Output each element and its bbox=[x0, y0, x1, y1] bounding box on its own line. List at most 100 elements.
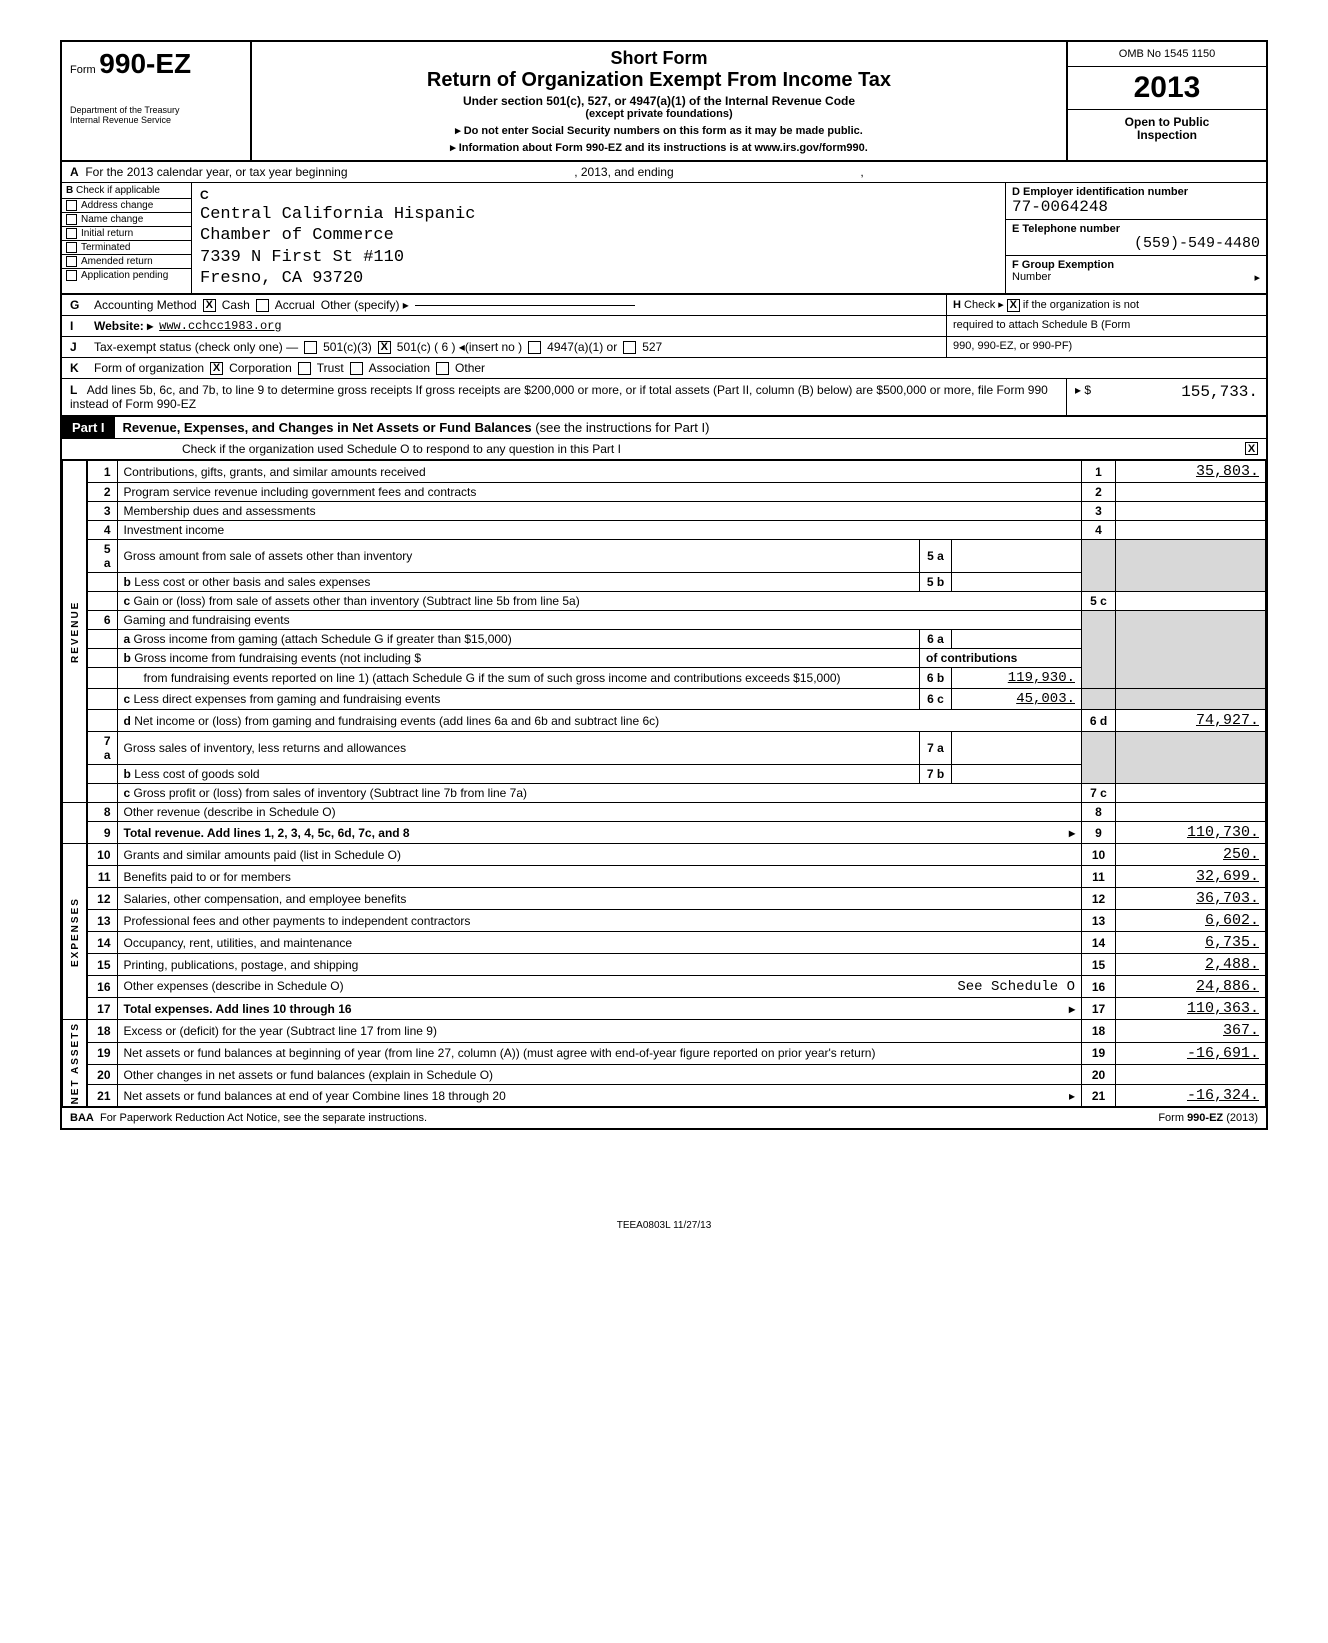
row-i: I Website: ▸ www.cchcc1983.org required … bbox=[62, 316, 1266, 337]
k-o4: Other bbox=[455, 361, 485, 375]
g-other-line[interactable] bbox=[415, 305, 635, 306]
line-a-text1: For the 2013 calendar year, or tax year … bbox=[85, 165, 347, 179]
title-return: Return of Organization Exempt From Incom… bbox=[262, 69, 1056, 92]
table-row: 6 Gaming and fundraising events bbox=[63, 611, 1266, 630]
subtitle-except: (except private foundations) bbox=[262, 108, 1056, 120]
chk-schedule-o[interactable]: X bbox=[1245, 442, 1258, 455]
chk-application-pending[interactable]: Application pending bbox=[62, 269, 191, 282]
line-ref: 20 bbox=[1082, 1065, 1116, 1085]
sub-letter: b bbox=[124, 767, 131, 781]
table-row: 16 Other expenses (describe in Schedule … bbox=[63, 976, 1266, 998]
chk-name-change[interactable]: Name change bbox=[62, 213, 191, 227]
line-num: 1 bbox=[87, 461, 117, 483]
i-label: Website: ▸ bbox=[94, 319, 153, 333]
contrib-tail: of contributions bbox=[920, 649, 1082, 668]
col-def: D Employer identification number 77-0064… bbox=[1006, 183, 1266, 293]
j-o2: 501(c) ( 6 ) ◂(insert no ) bbox=[397, 340, 522, 354]
i-website: www.cchcc1983.org bbox=[159, 319, 281, 333]
line-num: 15 bbox=[87, 954, 117, 976]
inner-num: 5 b bbox=[920, 573, 952, 592]
line-num bbox=[87, 573, 117, 592]
sub-letter: b bbox=[124, 651, 131, 665]
inner-val bbox=[952, 732, 1082, 765]
checkbox-icon[interactable] bbox=[66, 270, 77, 281]
row-h-cont1: required to attach Schedule B (Form bbox=[946, 316, 1266, 336]
checkbox-icon[interactable] bbox=[66, 228, 77, 239]
sub-letter: c bbox=[124, 786, 131, 800]
col-b-header: B Check if applicable bbox=[62, 183, 191, 199]
line-amount: -16,691. bbox=[1116, 1042, 1266, 1065]
g-cash: Cash bbox=[222, 298, 250, 312]
form-prefix: Form bbox=[70, 64, 96, 76]
checkbox-icon[interactable] bbox=[66, 256, 77, 267]
chk-accrual[interactable] bbox=[256, 299, 269, 312]
line-amount bbox=[1116, 521, 1266, 540]
line-num: 4 bbox=[87, 521, 117, 540]
line-ref: 15 bbox=[1082, 954, 1116, 976]
table-row: 7 a Gross sales of inventory, less retur… bbox=[63, 732, 1266, 765]
line-amount: 250. bbox=[1116, 844, 1266, 866]
chk-label: Initial return bbox=[81, 228, 133, 239]
chk-trust[interactable] bbox=[298, 362, 311, 375]
checkbox-icon[interactable] bbox=[66, 242, 77, 253]
g-accrual: Accrual bbox=[275, 298, 315, 312]
chk-initial-return[interactable]: Initial return bbox=[62, 227, 191, 241]
table-row: 11 Benefits paid to or for members 11 32… bbox=[63, 866, 1266, 888]
sub-desc: Gross profit or (loss) from sales of inv… bbox=[134, 786, 527, 800]
line-num bbox=[87, 710, 117, 732]
chk-501c[interactable]: X bbox=[378, 341, 391, 354]
line-amount bbox=[1116, 592, 1266, 611]
chk-h[interactable]: X bbox=[1007, 299, 1020, 312]
j-o3: 4947(a)(1) or bbox=[547, 340, 617, 354]
chk-501c3[interactable] bbox=[304, 341, 317, 354]
inner-val bbox=[952, 630, 1082, 649]
line-desc: c Gain or (loss) from sale of assets oth… bbox=[117, 592, 1082, 611]
chk-cash[interactable]: X bbox=[203, 299, 216, 312]
checkbox-icon[interactable] bbox=[66, 214, 77, 225]
line-ref: 21 bbox=[1082, 1084, 1116, 1107]
tax-year: 2013 bbox=[1068, 67, 1266, 110]
chk-terminated[interactable]: Terminated bbox=[62, 241, 191, 255]
line-ref: 10 bbox=[1082, 844, 1116, 866]
inner-num: 6 a bbox=[920, 630, 952, 649]
chk-amended-return[interactable]: Amended return bbox=[62, 255, 191, 269]
l-letter: L bbox=[70, 383, 77, 397]
chk-other[interactable] bbox=[436, 362, 449, 375]
line-desc: Printing, publications, postage, and shi… bbox=[117, 954, 1082, 976]
chk-4947[interactable] bbox=[528, 341, 541, 354]
checkbox-icon[interactable] bbox=[66, 200, 77, 211]
table-row: 4 Investment income 4 bbox=[63, 521, 1266, 540]
line-desc: d Net income or (loss) from gaming and f… bbox=[117, 710, 1082, 732]
shade-cell bbox=[1116, 540, 1266, 592]
line-num: 20 bbox=[87, 1065, 117, 1085]
header-row: Form 990-EZ Department of the Treasury I… bbox=[62, 42, 1266, 162]
j-o4: 527 bbox=[642, 340, 662, 354]
line-desc: Net assets or fund balances at end of ye… bbox=[117, 1084, 1082, 1107]
shade-cell bbox=[1082, 611, 1116, 689]
line-amount: 36,703. bbox=[1116, 888, 1266, 910]
row-g: G Accounting Method XCash Accrual Other … bbox=[62, 295, 1266, 316]
k-o1: Corporation bbox=[229, 361, 292, 375]
g-letter: G bbox=[70, 298, 88, 312]
cell-d: D Employer identification number 77-0064… bbox=[1006, 183, 1266, 220]
line-amount: 110,363. bbox=[1116, 998, 1266, 1020]
row-g-left: G Accounting Method XCash Accrual Other … bbox=[62, 295, 946, 315]
side-spacer bbox=[63, 803, 88, 844]
line-a-letter: A bbox=[70, 165, 79, 179]
chk-corporation[interactable]: X bbox=[210, 362, 223, 375]
bottom-code: TEEA0803L 11/27/13 bbox=[60, 1220, 1268, 1231]
col-c: C Central California Hispanic Chamber of… bbox=[192, 183, 1006, 293]
chk-association[interactable] bbox=[350, 362, 363, 375]
line-amount bbox=[1116, 784, 1266, 803]
chk-527[interactable] bbox=[623, 341, 636, 354]
table-row: 21 Net assets or fund balances at end of… bbox=[63, 1084, 1266, 1107]
line-ref: 14 bbox=[1082, 932, 1116, 954]
j-label: Tax-exempt status (check only one) — bbox=[94, 340, 298, 354]
l21-desc: Net assets or fund balances at end of ye… bbox=[124, 1089, 506, 1103]
line-ref: 6 d bbox=[1082, 710, 1116, 732]
chk-address-change[interactable]: Address change bbox=[62, 199, 191, 213]
table-row: NET ASSETS 18 Excess or (deficit) for th… bbox=[63, 1020, 1266, 1043]
l-text: Add lines 5b, 6c, and 7b, to line 9 to d… bbox=[70, 383, 1048, 411]
line-ref: 7 c bbox=[1082, 784, 1116, 803]
line-amount: 6,735. bbox=[1116, 932, 1266, 954]
